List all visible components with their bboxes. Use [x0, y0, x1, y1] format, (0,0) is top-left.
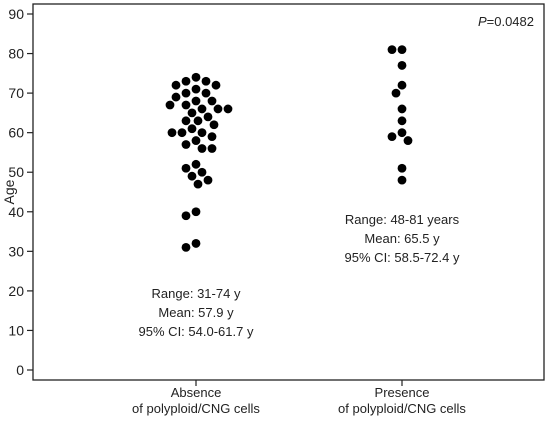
stats-line: Mean: 65.5 y — [364, 231, 440, 246]
data-point — [387, 132, 397, 142]
data-point — [387, 45, 397, 54]
stats-line: 95% CI: 54.0-61.7 y — [139, 324, 254, 339]
y-tick-label: 70 — [8, 85, 24, 101]
data-point — [191, 72, 201, 82]
data-point — [193, 179, 203, 189]
data-point — [197, 128, 207, 138]
data-point — [397, 163, 407, 173]
data-point — [191, 239, 201, 248]
stats-line: Mean: 57.9 y — [158, 305, 234, 320]
data-point — [191, 159, 201, 169]
data-point — [165, 100, 175, 110]
p-value-annotation: P=0.0482 — [478, 14, 534, 29]
data-point — [397, 80, 407, 90]
data-point — [197, 167, 207, 177]
y-tick-label: 0 — [16, 362, 24, 378]
data-point — [397, 175, 407, 185]
x-category-label: of polyploid/CNG cells — [338, 401, 466, 416]
data-point — [213, 104, 223, 114]
data-point — [397, 104, 407, 114]
x-category-label: Absence — [171, 385, 222, 400]
data-point — [181, 116, 191, 126]
data-point — [197, 144, 207, 153]
y-tick-label: 80 — [8, 46, 24, 62]
y-tick-label: 40 — [8, 204, 24, 220]
stats-line: 95% CI: 58.5-72.4 y — [345, 250, 460, 265]
data-point — [201, 88, 211, 98]
data-point — [191, 136, 201, 145]
data-point — [207, 132, 217, 142]
data-point — [171, 80, 181, 90]
data-point — [181, 163, 191, 173]
data-point — [209, 120, 219, 130]
data-point — [207, 96, 217, 106]
data-points — [165, 45, 413, 252]
data-point — [397, 45, 407, 54]
data-point — [223, 104, 233, 114]
data-point — [197, 104, 207, 114]
data-point — [403, 136, 413, 145]
plot-frame — [32, 3, 545, 381]
data-point — [397, 61, 407, 70]
y-tick-label: 50 — [8, 164, 24, 180]
x-category-label: of polyploid/CNG cells — [132, 401, 260, 416]
data-point — [391, 88, 401, 98]
data-point — [397, 116, 407, 126]
data-point — [187, 124, 197, 134]
data-point — [193, 116, 203, 126]
y-tick-label: 90 — [8, 6, 24, 22]
stats-line: Range: 31-74 y — [152, 286, 241, 301]
data-point — [187, 108, 197, 118]
y-tick-label: 10 — [8, 322, 24, 338]
y-axis-title: Age — [1, 179, 17, 204]
data-point — [203, 112, 213, 122]
stats-line: Range: 48-81 years — [345, 212, 460, 227]
data-point — [191, 207, 201, 217]
data-point — [191, 84, 201, 94]
y-tick-label: 60 — [8, 125, 24, 141]
data-point — [211, 80, 221, 90]
y-axis: 0 10 20 30 40 50 60 70 80 90 — [8, 6, 33, 378]
p-value-symbol: P — [478, 14, 487, 29]
data-point — [201, 76, 211, 86]
data-point — [181, 100, 191, 110]
data-point — [397, 128, 407, 138]
data-point — [167, 128, 177, 138]
x-category-label: Presence — [375, 385, 430, 400]
summary-statistics: Range: 31-74 y Mean: 57.9 y 95% CI: 54.0-6… — [139, 212, 460, 339]
p-value-number: =0.0482 — [487, 14, 534, 29]
data-point — [181, 211, 191, 221]
data-point — [177, 128, 187, 138]
data-point — [187, 171, 197, 181]
data-point — [181, 140, 191, 149]
data-point — [181, 242, 191, 252]
data-point — [181, 88, 191, 98]
y-tick-label: 20 — [8, 283, 24, 299]
data-point — [171, 92, 181, 102]
y-tick-label: 30 — [8, 243, 24, 259]
data-point — [203, 175, 213, 185]
data-point — [207, 144, 217, 153]
data-point — [191, 96, 201, 106]
data-point — [181, 76, 191, 86]
